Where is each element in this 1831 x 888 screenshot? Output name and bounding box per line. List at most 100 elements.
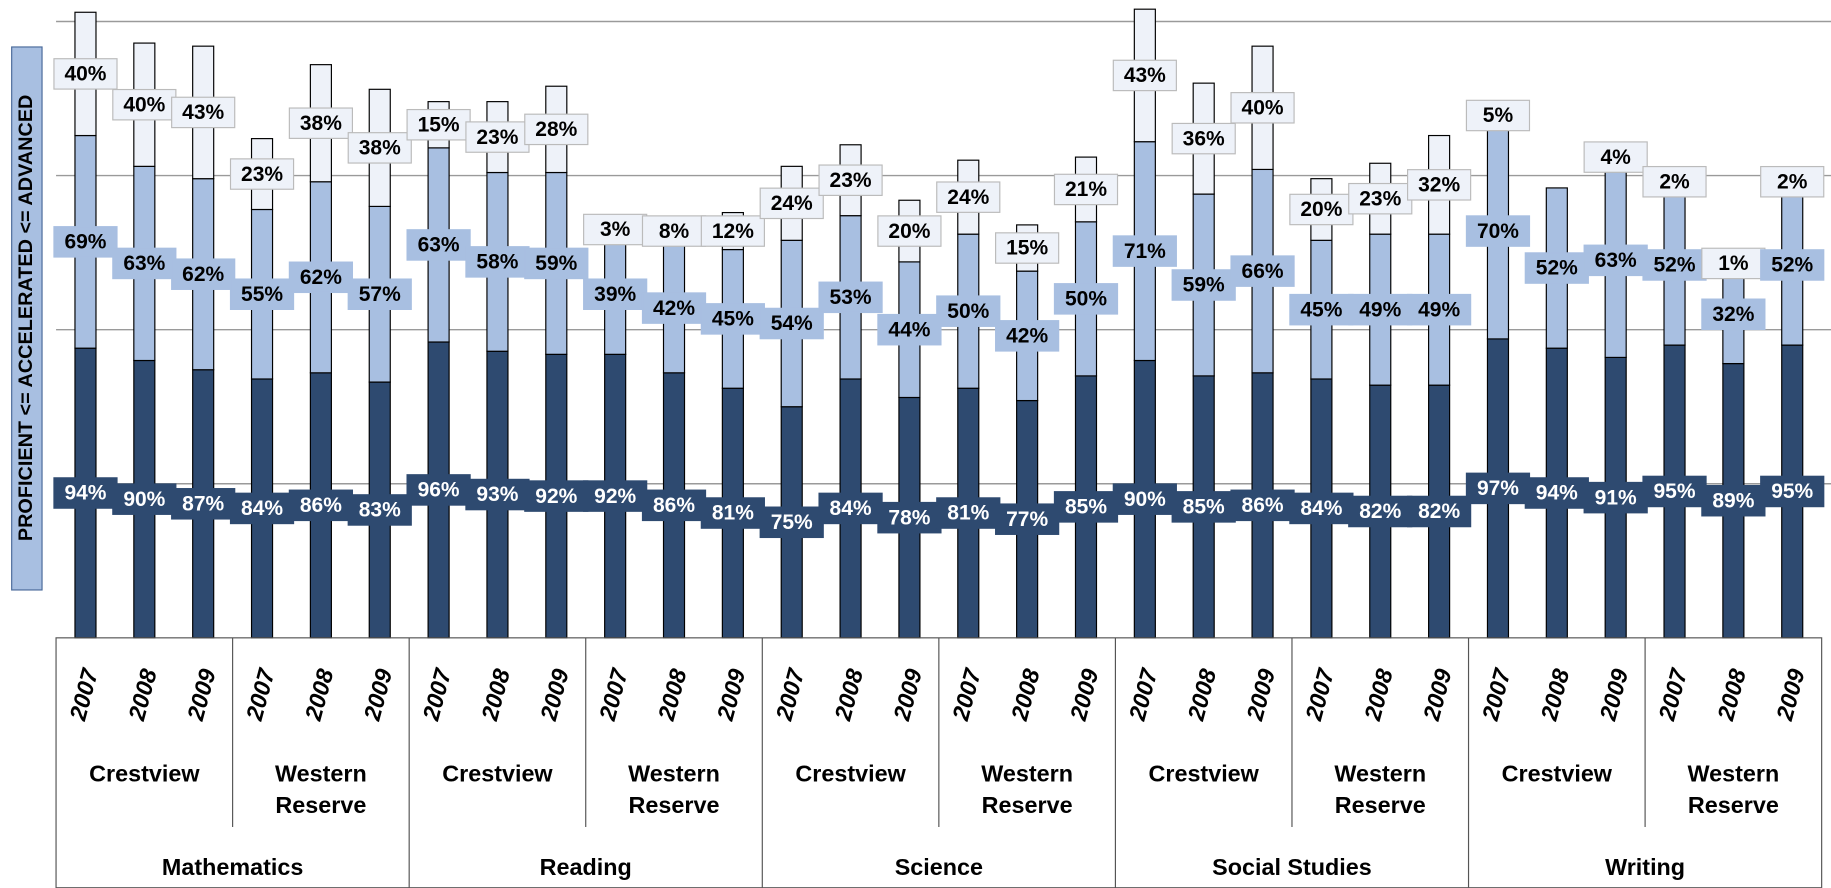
value-label: 49%: [1418, 298, 1460, 321]
school-label: Western Reserve: [1334, 761, 1427, 819]
value-label-box: [936, 181, 1001, 213]
subject-label: Science: [895, 854, 983, 880]
value-label: 36%: [1183, 127, 1225, 150]
value-label: 77%: [1006, 508, 1048, 531]
value-label: 63%: [418, 234, 460, 257]
value-label: 85%: [1065, 496, 1107, 519]
value-label-box: [53, 226, 118, 258]
value-label: 5%: [1483, 104, 1514, 127]
school-label: Western Reserve: [1687, 761, 1780, 819]
value-label-box: [1289, 293, 1354, 326]
value-label-box: [406, 474, 471, 506]
value-label: 3%: [600, 218, 631, 241]
value-label: 90%: [1124, 488, 1166, 511]
value-label: 92%: [535, 485, 577, 508]
value-label: 63%: [123, 252, 165, 275]
x-tick-label: 2008: [476, 666, 515, 724]
value-label-box: [1642, 475, 1707, 508]
value-label-box: [1053, 491, 1119, 523]
x-tick-label: 2007: [770, 665, 809, 724]
value-label-box: [1230, 489, 1295, 522]
x-tick-label: 2008: [1536, 666, 1575, 724]
value-label-box: [877, 215, 942, 247]
value-label: 40%: [1242, 97, 1284, 120]
value-label-box: [936, 497, 1001, 529]
value-label-box: [1642, 165, 1707, 198]
x-tick-label: 2007: [1124, 665, 1163, 724]
value-label-box: [524, 113, 589, 146]
school-label-box: Crestview: [1501, 761, 1612, 788]
x-tick-label: 2007: [241, 665, 280, 724]
value-label-box: [465, 246, 530, 278]
value-label-box: [1053, 283, 1119, 315]
value-label: 54%: [771, 312, 813, 335]
value-label-box: [1230, 255, 1295, 287]
value-label-box: [1465, 99, 1531, 132]
value-label: 40%: [64, 63, 106, 86]
value-label-box: [877, 313, 942, 346]
value-label: 93%: [476, 483, 518, 506]
x-tick-label: 2009: [1771, 666, 1810, 724]
school-label-box: Crestview: [89, 762, 199, 788]
school-label: Western Reserve: [275, 761, 367, 819]
value-label-box: [1524, 252, 1589, 284]
value-label: 52%: [1536, 257, 1578, 280]
value-label: 59%: [535, 252, 577, 275]
value-label: 83%: [359, 499, 401, 522]
school-label: Western Reserve: [628, 761, 720, 819]
x-tick-label: 2007: [1653, 665, 1692, 724]
value-label: 86%: [300, 494, 342, 517]
value-label-box: [112, 88, 177, 121]
school-label-box: Crestview: [1148, 762, 1258, 788]
value-label: 69%: [64, 231, 106, 254]
value-label: 23%: [241, 163, 283, 186]
value-label: 23%: [830, 169, 872, 192]
value-label-box: [1112, 483, 1177, 515]
value-label: 45%: [1300, 298, 1342, 321]
value-label: 90%: [123, 488, 165, 511]
value-label: 82%: [1359, 500, 1401, 523]
value-label-box: [700, 303, 765, 335]
value-label: 4%: [1600, 146, 1631, 169]
value-label-box: [347, 494, 412, 526]
value-label: 42%: [1006, 325, 1048, 348]
school-label: Crestview: [442, 761, 553, 788]
value-label-box: [1465, 472, 1531, 505]
value-label-box: [877, 501, 942, 534]
value-label: 15%: [1006, 237, 1048, 260]
value-label-box: [465, 478, 530, 511]
value-label-box: [1524, 477, 1589, 509]
school-label: Western Reserve: [981, 761, 1073, 819]
value-label-box: [112, 247, 177, 280]
value-label: 81%: [947, 502, 989, 525]
value-label: 12%: [712, 220, 754, 243]
value-label: 21%: [1065, 178, 1107, 201]
school-label: Crestview: [795, 761, 906, 788]
value-label-box: [1112, 235, 1177, 267]
value-label-box: [171, 258, 236, 290]
x-tick-label: 2009: [1065, 666, 1104, 724]
value-label: 8%: [659, 220, 690, 243]
value-label: 85%: [1183, 496, 1225, 519]
value-label-box: [1701, 247, 1766, 280]
value-label-box: [229, 492, 295, 525]
value-label-box: [1171, 122, 1236, 155]
school-label: Crestview: [1501, 761, 1612, 788]
value-label: 95%: [1654, 480, 1696, 503]
value-label-box: [1406, 169, 1472, 201]
x-tick-label: 2007: [947, 665, 986, 724]
x-tick-label: 2008: [300, 666, 339, 724]
x-tick-label: 2009: [1594, 666, 1633, 724]
school-label-box: Crestview: [795, 761, 906, 788]
value-label-box: [1171, 491, 1236, 523]
x-tick-label: 2008: [1712, 666, 1751, 724]
value-label-box: [1348, 182, 1413, 215]
school-label-box: Western Reserve: [981, 761, 1073, 819]
school-label-box: Western Reserve: [628, 761, 720, 819]
value-label: 89%: [1712, 489, 1754, 512]
value-label: 58%: [476, 251, 518, 274]
x-tick-label: 2008: [1006, 666, 1045, 724]
school-label-box: Western Reserve: [1334, 761, 1427, 819]
value-label: 49%: [1359, 298, 1401, 321]
